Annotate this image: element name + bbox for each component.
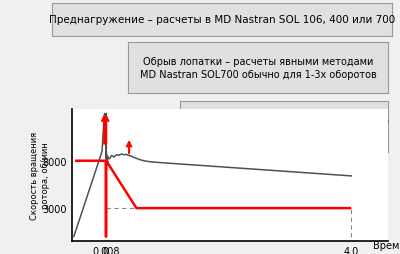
- Text: Время, с: Время, с: [373, 240, 400, 250]
- Text: Обрыв лопатки – расчеты явными методами
MD Nastran SOL700 обычно для 1-3х оборот: Обрыв лопатки – расчеты явными методами …: [140, 57, 376, 80]
- Text: Расчет роторной динамики в MD Nastran
SOL 400/129: Расчет роторной динамики в MD Nastran SO…: [178, 116, 390, 138]
- Y-axis label: Скорость вращения
ротора, об/мин: Скорость вращения ротора, об/мин: [30, 131, 50, 219]
- Text: Преднагружение – расчеты в MD Nastran SOL 106, 400 или 700: Преднагружение – расчеты в MD Nastran SO…: [49, 15, 395, 25]
